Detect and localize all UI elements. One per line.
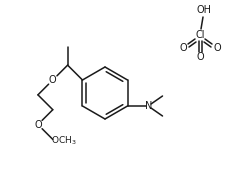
Text: OH: OH [197, 5, 212, 15]
Text: Cl: Cl [195, 30, 205, 40]
Text: O: O [179, 43, 187, 53]
Text: O: O [34, 120, 42, 130]
Text: O: O [196, 52, 204, 62]
Text: N: N [145, 101, 152, 111]
Text: O: O [49, 75, 57, 85]
Text: OCH$_3$: OCH$_3$ [51, 134, 77, 147]
Text: O: O [213, 43, 221, 53]
